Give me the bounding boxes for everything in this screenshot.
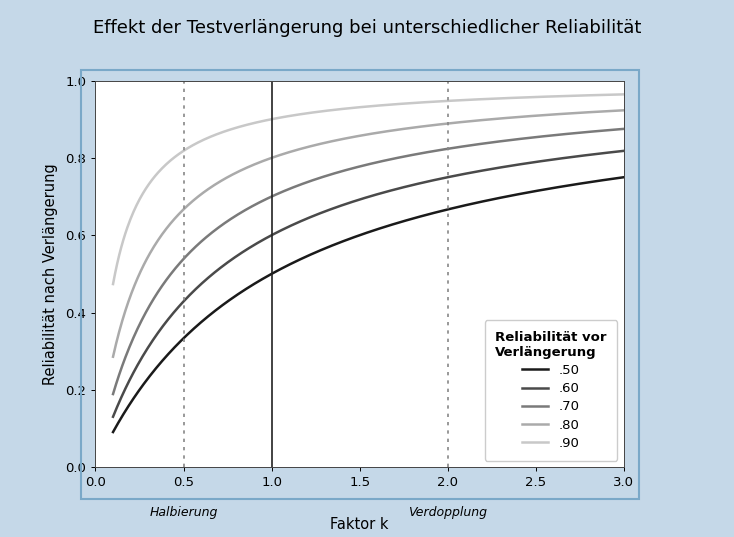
Text: Halbierung: Halbierung	[149, 506, 218, 519]
X-axis label: Faktor k: Faktor k	[330, 517, 389, 532]
Y-axis label: Reliabilität nach Verlängerung: Reliabilität nach Verlängerung	[43, 163, 59, 384]
Legend: .50, .60, .70, .80, .90: .50, .60, .70, .80, .90	[484, 320, 617, 461]
Text: Verdopplung: Verdopplung	[408, 506, 487, 519]
Text: Effekt der Testverlängerung bei unterschiedlicher Reliabilität: Effekt der Testverlängerung bei untersch…	[92, 19, 642, 37]
